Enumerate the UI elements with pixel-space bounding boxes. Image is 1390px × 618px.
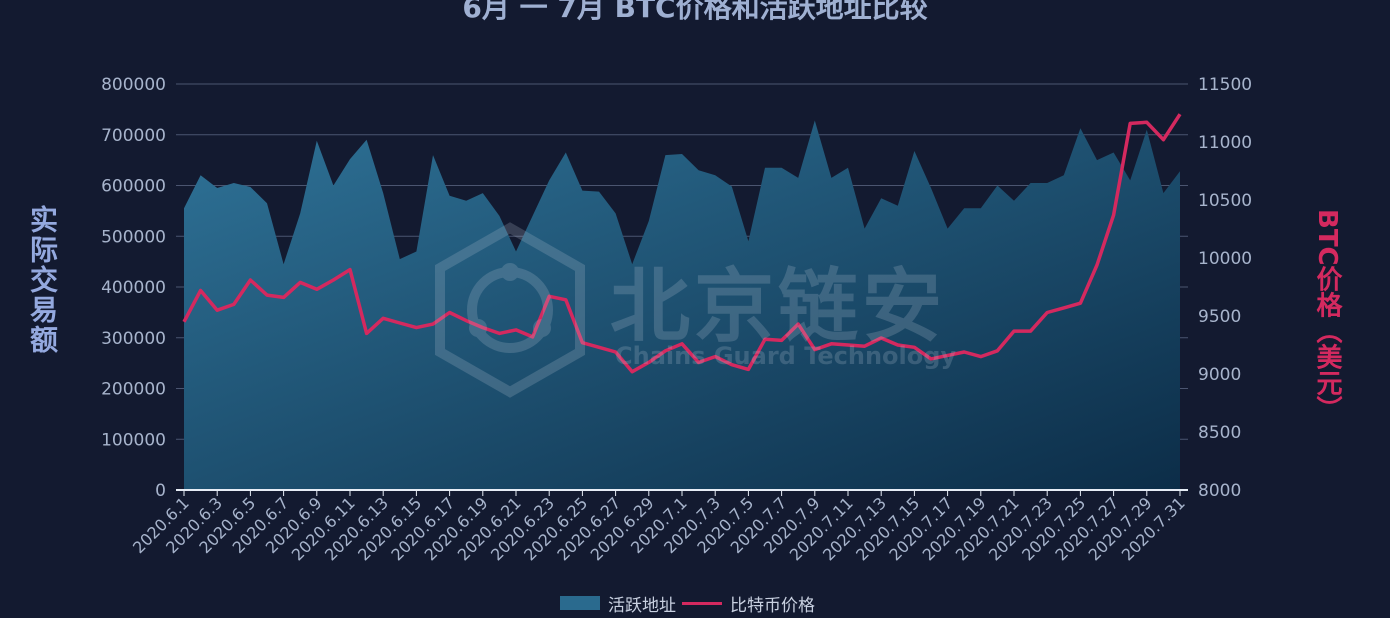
y-left-axis-label: 实际交易额 [26, 205, 59, 355]
active-address-area [184, 120, 1180, 490]
x-axis-ticks: 2020.6.12020.6.32020.6.52020.6.72020.6.9… [129, 490, 1189, 564]
y-left-tick-label: 0 [155, 481, 166, 501]
legend-line-swatch [682, 601, 722, 605]
y-right-tick-label: 8000 [1198, 481, 1241, 501]
area-series [184, 120, 1180, 490]
y-left-tick-label: 600000 [101, 177, 166, 197]
y-right-tick-label: 11500 [1198, 75, 1252, 95]
legend-item-btc-price[interactable]: 比特币价格 [730, 595, 815, 616]
y-right-tick-label: 9500 [1198, 307, 1241, 327]
btc-price-line [182, 113, 1182, 374]
y-left-tick-label: 500000 [101, 227, 166, 247]
y-left-tick-label: 400000 [101, 278, 166, 298]
chart-title: 6月 一 7月 BTC价格和活跃地址比较 [462, 0, 928, 24]
y-left-tick-label: 300000 [101, 329, 166, 349]
line-series [182, 113, 1182, 374]
legend-area-swatch [560, 596, 600, 610]
y-right-tick-label: 9000 [1198, 365, 1241, 385]
left-axis-ticks: 0 100000 200000 300000 400000 500000 600000 700… [101, 75, 166, 501]
y-left-tick-label: 100000 [101, 430, 166, 450]
y-left-tick-label: 700000 [101, 126, 166, 146]
y-right-axis-label: BTC价格（美元） [1312, 208, 1342, 422]
y-left-tick-label: 800000 [101, 75, 166, 95]
y-left-tick-label: 200000 [101, 380, 166, 400]
legend-item-active-address[interactable]: 活跃地址 [608, 595, 676, 616]
y-right-tick-label: 11000 [1198, 133, 1252, 153]
y-right-tick-label: 8500 [1198, 423, 1241, 443]
legend: 活跃地址 比特币价格 [560, 590, 815, 616]
y-right-tick-label: 10500 [1198, 191, 1252, 211]
y-right-tick-label: 10000 [1198, 249, 1252, 269]
right-axis-ticks: 8000 8500 9000 9500 10000 10500 11000 11500 [1198, 75, 1252, 501]
